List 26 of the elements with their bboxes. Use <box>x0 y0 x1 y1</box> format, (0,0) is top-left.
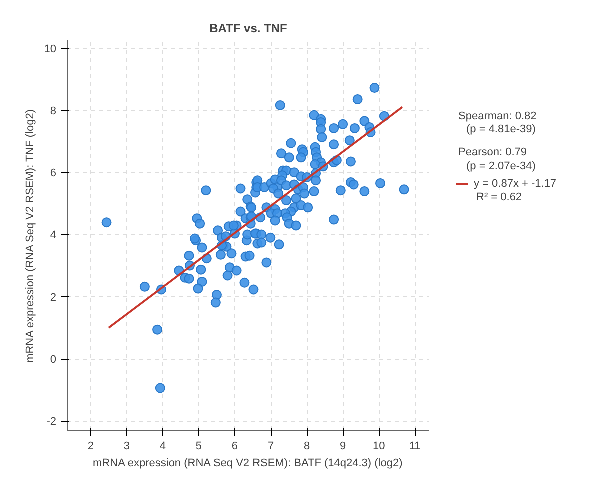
x-tick-label: 11 <box>409 440 421 452</box>
x-tick-label: 7 <box>268 440 274 452</box>
x-tick-label: 3 <box>124 440 130 452</box>
text: (p = 4.81e-39) <box>466 124 536 136</box>
y-tick-label: -2 <box>46 416 56 428</box>
text: Pearson: 0.79 <box>458 146 527 159</box>
x-tick-label: 10 <box>372 440 386 452</box>
y-axis-title: mRNA expression (RNA Seq V2 RSEM): TNF (log2) <box>24 109 36 363</box>
x-tick-label: 9 <box>340 440 346 452</box>
x-tick-label: 8 <box>304 440 310 452</box>
legend-label: y = 0.87x + -1.17 <box>474 178 557 190</box>
x-axis-title: mRNA expression (RNA Seq V2 RSEM): BATF (14q24.3) (log2) <box>93 458 403 470</box>
x-tick-label: 4 <box>160 440 166 452</box>
text: Spearman: 0.82 <box>458 110 537 123</box>
y-tick-label: 6 <box>50 168 57 180</box>
x-tick-label: 5 <box>196 440 202 452</box>
x-tick-label: 6 <box>232 440 238 452</box>
y-tick-label: 0 <box>50 354 57 366</box>
x-tick-label: 2 <box>88 440 94 452</box>
text: (p = 2.07e-34) <box>466 160 536 172</box>
y-tick-label: 4 <box>50 230 57 242</box>
chart-title: BATF vs. TNF <box>210 22 288 36</box>
y-tick-label: 10 <box>44 43 57 56</box>
text: R² = 0.62 <box>476 191 522 204</box>
y-tick-label: 2 <box>50 292 57 304</box>
y-tick-label: 8 <box>50 105 57 118</box>
